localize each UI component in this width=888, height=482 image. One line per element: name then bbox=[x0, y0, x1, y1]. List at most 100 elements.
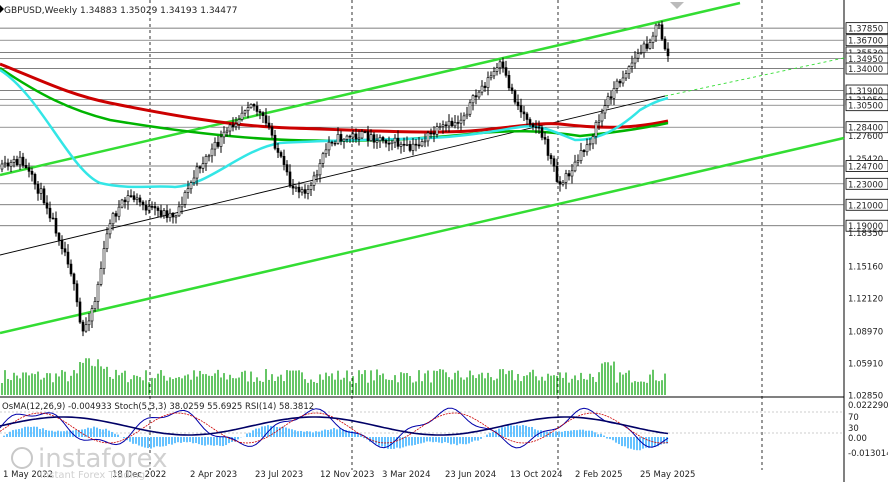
candle-body bbox=[492, 71, 496, 77]
candle-body bbox=[399, 143, 403, 147]
osma-bar bbox=[321, 430, 323, 437]
candle-body bbox=[60, 239, 64, 250]
osma-bar bbox=[93, 426, 95, 437]
candle bbox=[456, 115, 460, 130]
candle bbox=[297, 181, 301, 199]
osma-bar bbox=[417, 437, 419, 444]
candle-body bbox=[225, 130, 229, 133]
price-label-box bbox=[845, 160, 888, 172]
osma-bar bbox=[426, 437, 428, 442]
osma-bar bbox=[438, 437, 440, 443]
osma-bar bbox=[51, 430, 53, 437]
candle-body bbox=[234, 123, 238, 128]
candle-body bbox=[543, 137, 547, 140]
candle bbox=[594, 120, 598, 145]
candle-body bbox=[312, 175, 316, 186]
moving-averages bbox=[0, 62, 669, 189]
candle-body bbox=[531, 123, 535, 128]
osma-bar bbox=[591, 430, 593, 437]
osma-bar bbox=[489, 432, 491, 437]
candle bbox=[12, 155, 16, 168]
price-label-box bbox=[845, 22, 888, 35]
osma-bar bbox=[384, 437, 386, 448]
candle bbox=[102, 240, 106, 275]
candle bbox=[333, 140, 337, 147]
candle bbox=[360, 129, 364, 140]
osma-bar bbox=[69, 430, 71, 437]
osma-bar bbox=[18, 429, 20, 437]
candle-body bbox=[594, 122, 598, 137]
candle-body bbox=[3, 162, 7, 165]
osma-bar bbox=[135, 437, 137, 444]
candle-body bbox=[513, 90, 517, 103]
osma-bar bbox=[396, 437, 398, 448]
candle-body bbox=[459, 119, 463, 124]
candle bbox=[477, 90, 481, 100]
volume-histogram bbox=[1, 358, 666, 395]
candle bbox=[408, 140, 412, 153]
x-tick-label: 2 Feb 2025 bbox=[575, 470, 623, 480]
osma-bar bbox=[147, 437, 149, 449]
candle-body bbox=[120, 199, 124, 208]
osma-bar bbox=[405, 437, 407, 447]
candle bbox=[606, 92, 610, 109]
candle bbox=[57, 232, 61, 246]
candle bbox=[144, 200, 148, 216]
candle bbox=[420, 138, 424, 148]
candle-body bbox=[183, 192, 187, 205]
candle-body bbox=[417, 144, 421, 147]
osma-bar bbox=[204, 437, 206, 446]
osma-bar bbox=[6, 434, 8, 437]
price-axis-labels: 1.378501.367001.355301.349501.340001.319… bbox=[845, 22, 888, 402]
candle-body bbox=[333, 142, 337, 145]
osma-bar bbox=[594, 432, 596, 437]
candle bbox=[300, 186, 304, 196]
watermark-brand: instaforex bbox=[38, 444, 167, 474]
candle bbox=[180, 196, 184, 215]
candle bbox=[366, 125, 370, 147]
candle-body bbox=[147, 206, 151, 211]
candle bbox=[414, 138, 418, 152]
candle-body bbox=[300, 189, 304, 193]
candle-body bbox=[660, 24, 664, 40]
candle bbox=[213, 137, 217, 157]
candle bbox=[195, 162, 199, 186]
osma-bar bbox=[342, 429, 344, 437]
candle bbox=[609, 90, 613, 105]
candle bbox=[648, 38, 652, 50]
osma-bar bbox=[639, 437, 641, 451]
candle bbox=[582, 148, 586, 157]
candle-body bbox=[441, 124, 445, 127]
candle-body bbox=[54, 218, 58, 234]
candle bbox=[18, 151, 22, 170]
osma-bar bbox=[534, 429, 536, 437]
osma-bar bbox=[453, 437, 455, 444]
candle bbox=[150, 201, 154, 211]
candle-body bbox=[390, 141, 394, 144]
candle bbox=[228, 123, 232, 136]
osma-bar bbox=[522, 425, 524, 437]
osma-bar bbox=[360, 434, 362, 437]
candle bbox=[387, 136, 391, 152]
candle bbox=[357, 130, 361, 146]
osma-bar bbox=[666, 437, 668, 444]
osma-bar bbox=[189, 437, 191, 442]
price-label-box bbox=[845, 198, 888, 211]
candle-body bbox=[138, 197, 142, 203]
osma-bar bbox=[597, 434, 599, 437]
price-label: 1.19000 bbox=[845, 219, 888, 232]
osma-bar bbox=[660, 437, 662, 445]
candle-body bbox=[450, 120, 454, 127]
candle bbox=[342, 138, 346, 149]
candle-body bbox=[222, 131, 226, 138]
osma-bar bbox=[516, 425, 518, 437]
candle-body bbox=[249, 103, 253, 109]
osma-bar bbox=[600, 433, 602, 437]
osma-bar bbox=[21, 428, 23, 437]
candle-body bbox=[519, 105, 523, 113]
candle-body bbox=[639, 52, 643, 54]
candle bbox=[309, 181, 313, 196]
candle-body bbox=[423, 140, 427, 143]
